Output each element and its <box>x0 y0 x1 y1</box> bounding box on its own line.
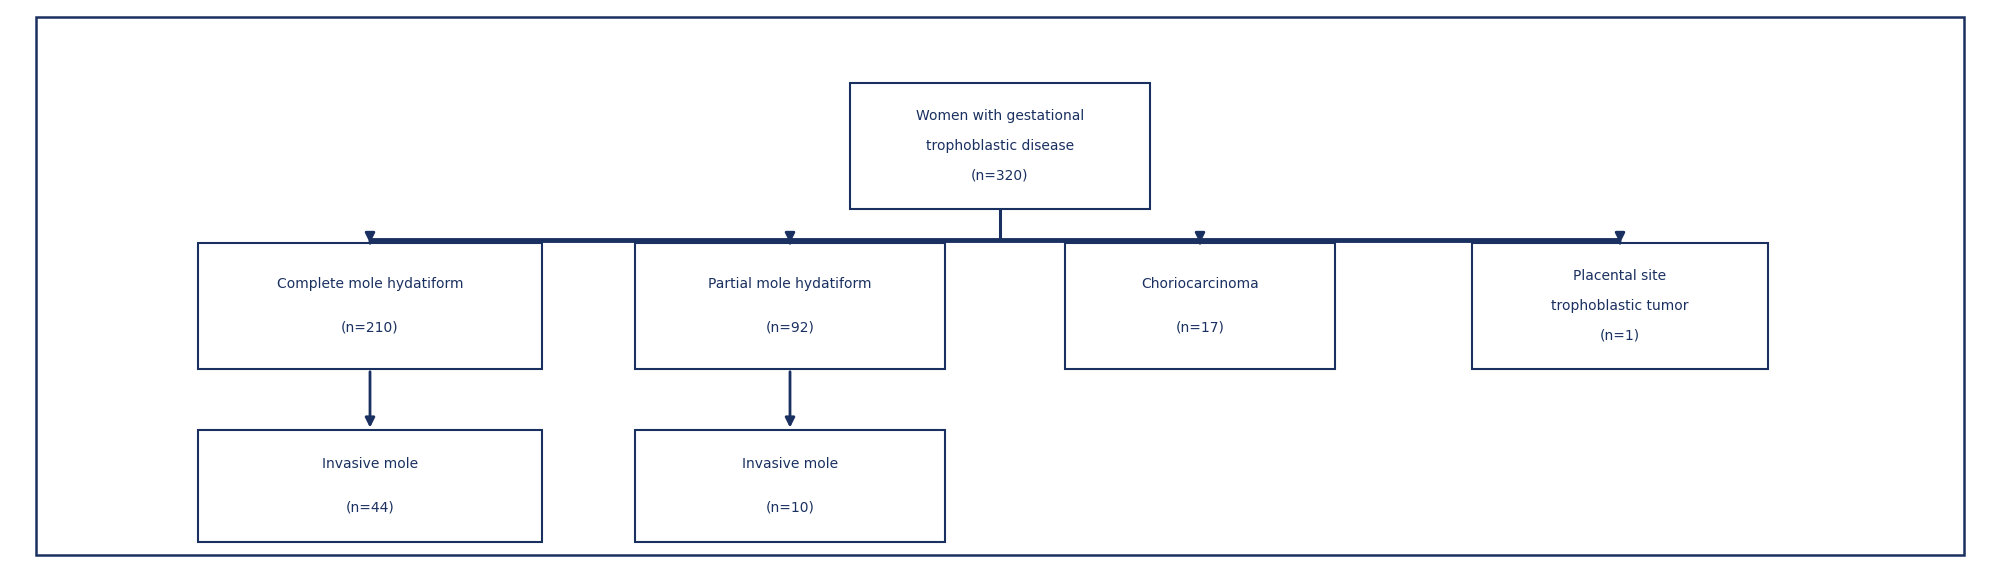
Text: Women with gestational: Women with gestational <box>916 109 1084 123</box>
Text: Invasive mole: Invasive mole <box>742 458 838 471</box>
Text: (n=320): (n=320) <box>972 169 1028 182</box>
Text: Choriocarcinoma: Choriocarcinoma <box>1142 277 1258 291</box>
Text: (n=10): (n=10) <box>766 501 814 515</box>
Text: trophoblastic tumor: trophoblastic tumor <box>1552 299 1688 313</box>
Text: Partial mole hydatiform: Partial mole hydatiform <box>708 277 872 291</box>
Text: (n=1): (n=1) <box>1600 329 1640 343</box>
Bar <box>850 83 1150 209</box>
Bar <box>198 243 542 369</box>
Text: (n=17): (n=17) <box>1176 321 1224 335</box>
Text: Complete mole hydatiform: Complete mole hydatiform <box>276 277 464 291</box>
Text: trophoblastic disease: trophoblastic disease <box>926 139 1074 153</box>
Bar <box>636 243 946 369</box>
Text: Placental site: Placental site <box>1574 269 1666 283</box>
Text: (n=92): (n=92) <box>766 321 814 335</box>
Text: (n=210): (n=210) <box>342 321 398 335</box>
Bar <box>1472 243 1768 369</box>
Text: (n=44): (n=44) <box>346 501 394 515</box>
Bar <box>1064 243 1336 369</box>
Text: Invasive mole: Invasive mole <box>322 458 418 471</box>
Bar <box>636 430 946 542</box>
Bar <box>198 430 542 542</box>
